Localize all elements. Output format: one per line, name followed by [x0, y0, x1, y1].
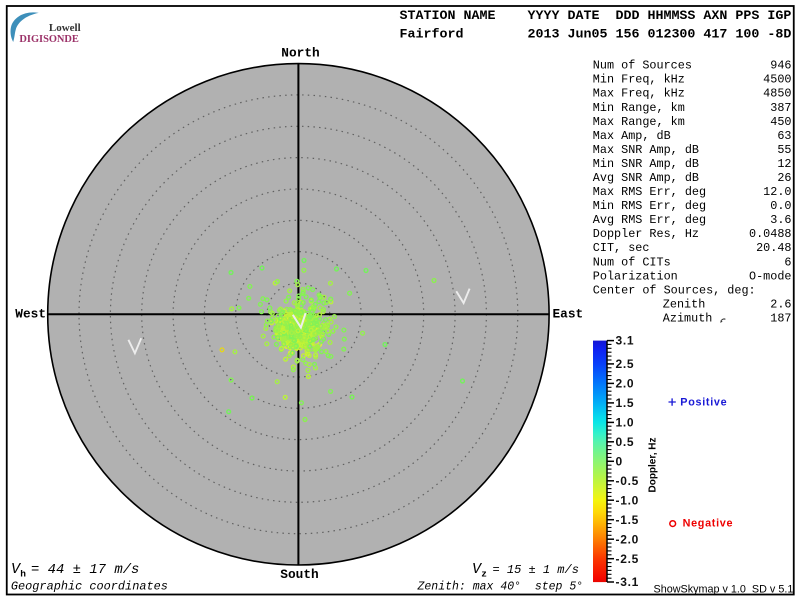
svg-text:Doppler Res, Hz: Doppler Res, Hz	[593, 227, 699, 241]
svg-text:V: V	[11, 561, 22, 578]
svg-text:2.5: 2.5	[616, 357, 635, 371]
svg-text:Polarization: Polarization	[593, 269, 678, 283]
svg-text:DIGISONDE: DIGISONDE	[19, 34, 79, 45]
svg-text:South: South	[280, 567, 318, 582]
svg-text:East: East	[553, 307, 584, 322]
svg-text:West: West	[15, 307, 46, 322]
svg-text:Max Range, km: Max Range, km	[593, 115, 685, 129]
svg-text:Avg RMS Err, deg: Avg RMS Err, deg	[593, 213, 706, 227]
svg-text:-1.0: -1.0	[616, 493, 639, 507]
svg-text:CIT, sec: CIT, sec	[593, 241, 650, 255]
svg-text:12.0: 12.0	[763, 185, 791, 199]
svg-text:387: 387	[770, 101, 791, 115]
svg-text:0.5: 0.5	[616, 435, 635, 449]
svg-text:0: 0	[616, 454, 623, 468]
svg-text:3.6: 3.6	[770, 213, 791, 227]
svg-text:26: 26	[777, 171, 791, 185]
svg-text:12: 12	[777, 157, 791, 171]
svg-text:1.5: 1.5	[616, 396, 635, 410]
svg-text:Min SNR Amp, dB: Min SNR Amp, dB	[593, 157, 699, 171]
svg-text:Max SNR Amp, dB: Max SNR Amp, dB	[593, 143, 699, 157]
svg-text:Lowell: Lowell	[49, 22, 81, 34]
svg-text:-2.5: -2.5	[616, 552, 639, 566]
svg-text:Geographic coordinates: Geographic coordinates	[11, 580, 168, 594]
svg-text:Min Freq, kHz: Min Freq, kHz	[593, 73, 685, 87]
svg-text:Zenith: Zenith	[663, 298, 705, 312]
svg-text:-3.1: -3.1	[616, 575, 639, 589]
svg-text:STATION NAME YYYY DATE DDD: STATION NAME YYYY DATE DDD HHMMSS AXN PP…	[400, 9, 792, 24]
svg-text:4500: 4500	[763, 73, 791, 87]
svg-text:-2.0: -2.0	[616, 532, 639, 546]
svg-text:-0.5: -0.5	[616, 474, 639, 488]
svg-text:0.0: 0.0	[770, 199, 791, 213]
svg-text:Min Range, km: Min Range, km	[593, 101, 685, 115]
svg-text:V: V	[472, 561, 483, 578]
svg-text:63: 63	[777, 129, 791, 143]
svg-text:3.1: 3.1	[616, 334, 635, 348]
svg-text:Center of Sources, deg:: Center of Sources, deg:	[593, 283, 756, 297]
svg-text:Azimuth: Azimuth	[663, 312, 713, 326]
svg-text:O-mode: O-mode	[749, 269, 791, 283]
svg-text:187: 187	[770, 312, 791, 326]
svg-text:946: 946	[770, 59, 791, 73]
svg-text:6: 6	[784, 255, 791, 269]
svg-text:2.6: 2.6	[770, 298, 791, 312]
svg-text:Num of CITs: Num of CITs	[593, 255, 671, 269]
svg-text:z: z	[481, 568, 487, 579]
svg-text:Max Freq, kHz: Max Freq, kHz	[593, 87, 685, 101]
svg-text:Negative: Negative	[683, 517, 734, 529]
svg-text:4850: 4850	[763, 87, 791, 101]
svg-text:Zenith: max 40° step 5°: Zenith: max 40° step 5°	[417, 581, 584, 594]
svg-text:North: North	[281, 46, 319, 61]
svg-text:Positive: Positive	[680, 397, 727, 409]
svg-text:Max Amp, dB: Max Amp, dB	[593, 129, 671, 143]
svg-text:Num of Sources: Num of Sources	[593, 59, 692, 73]
svg-text:2.0: 2.0	[616, 377, 635, 391]
svg-text:55: 55	[777, 143, 791, 157]
svg-text:0.0488: 0.0488	[749, 227, 791, 241]
svg-text:Min RMS Err, deg: Min RMS Err, deg	[593, 199, 706, 213]
svg-text:1.0: 1.0	[616, 416, 635, 430]
svg-text:= 44 ± 17 m/s: = 44 ± 17 m/s	[31, 562, 139, 578]
svg-text:Avg SNR Amp, dB: Avg SNR Amp, dB	[593, 171, 699, 185]
svg-text:20.48: 20.48	[756, 241, 791, 255]
svg-text:h: h	[20, 568, 26, 579]
svg-text:450: 450	[770, 115, 791, 129]
svg-text:-1.5: -1.5	[616, 513, 639, 527]
svg-text:= 15 ± 1 m/s: = 15 ± 1 m/s	[493, 563, 579, 577]
svg-text:ShowSkymap v 1.0 SD v 5.1: ShowSkymap v 1.0 SD v 5.1	[654, 584, 794, 596]
svg-text:Fairford 2013 Jun05 156: Fairford 2013 Jun05 156 012300 417 100 -…	[400, 27, 792, 42]
svg-text:Doppler, Hz: Doppler, Hz	[648, 437, 659, 492]
svg-text:Max RMS Err, deg: Max RMS Err, deg	[593, 185, 706, 199]
